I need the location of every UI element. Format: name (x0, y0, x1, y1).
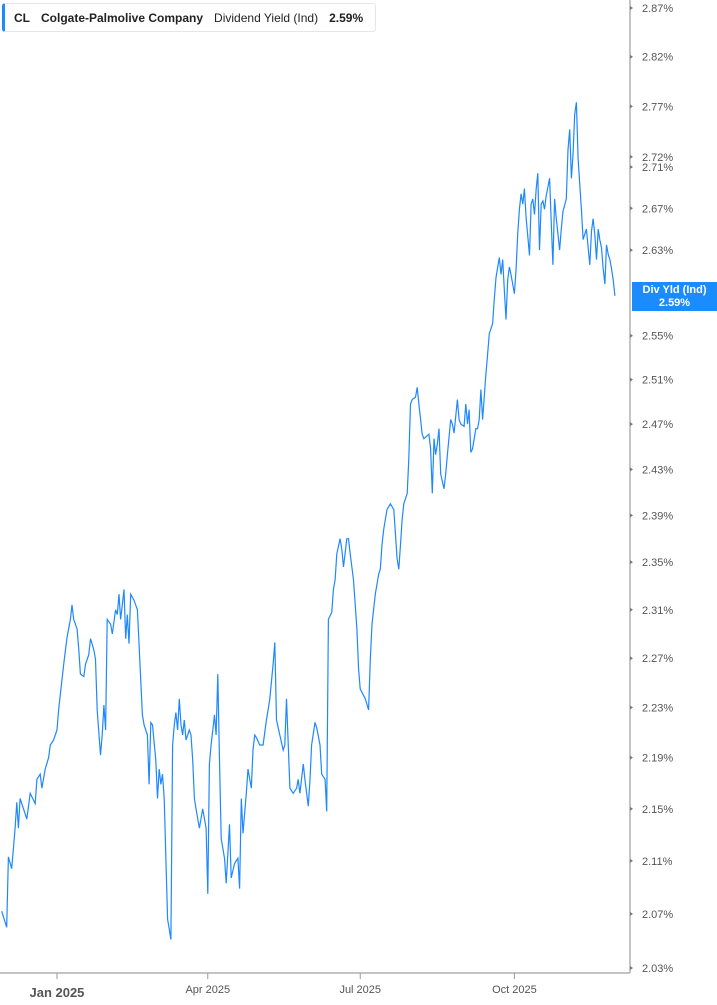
y-tick-label: 2.82% (642, 52, 673, 64)
y-tick-mark (630, 806, 633, 811)
y-tick-label: 2.51% (642, 375, 673, 387)
y-tick-mark (630, 422, 633, 427)
y-tick-mark (630, 154, 633, 159)
y-tick-mark (630, 911, 633, 916)
y-tick-mark (630, 607, 633, 612)
x-axis-ticks: Jan 2025 Apr 2025 Jul 2025 Oct 2025 (29, 973, 537, 1000)
y-tick-mark (630, 755, 633, 760)
last-value-label: Div Yld (Ind) 2.59% (632, 282, 717, 311)
x-tick-label: Oct 2025 (492, 984, 537, 996)
legend-ticker: CL (14, 10, 30, 25)
y-tick-mark (630, 165, 633, 170)
y-tick-mark (630, 333, 633, 338)
y-tick-mark (630, 966, 633, 970)
y-tick-label: 2.87% (642, 3, 673, 15)
last-value-series-name: Div Yld (Ind) (642, 284, 707, 296)
y-tick-label: 2.72% (642, 152, 673, 164)
x-tick-label: Apr 2025 (185, 984, 230, 996)
y-tick-mark (630, 560, 633, 565)
chart-legend: CL Colgate-Palmolive Company Dividend Yi… (2, 3, 377, 32)
y-tick-label: 2.77% (642, 101, 673, 113)
y-tick-mark (630, 377, 633, 382)
y-tick-label: 2.67% (642, 203, 673, 215)
y-tick-mark (630, 705, 633, 710)
y-tick-label: 2.31% (642, 605, 673, 617)
y-tick-label: 2.35% (642, 557, 673, 569)
y-tick-mark (630, 206, 633, 211)
series-line-dividend-yield (1, 102, 616, 940)
y-tick-label: 2.55% (642, 331, 673, 343)
y-tick-mark (630, 104, 633, 109)
x-tick-label: Jan 2025 (29, 985, 84, 1000)
legend-value: 2.59% (329, 10, 364, 25)
y-tick-label: 2.47% (642, 419, 673, 431)
y-tick-mark (630, 467, 633, 472)
y-tick-label: 2.39% (642, 510, 673, 522)
y-tick-label: 2.23% (642, 702, 673, 714)
y-tick-mark (630, 858, 633, 863)
y-axis-ticks: 2.87% 2.82% 2.77% 2.72%2.71% 2.67% 2.63% 2.55%… (630, 3, 673, 975)
y-tick-label: 2.27% (642, 653, 673, 665)
y-tick-mark (630, 6, 633, 10)
y-tick-label: 2.71% (642, 162, 673, 174)
last-value-number: 2.59% (658, 297, 691, 309)
y-tick-mark (630, 248, 633, 253)
y-tick-label: 2.43% (642, 464, 673, 476)
y-tick-mark (630, 656, 633, 661)
y-tick-label: 2.03% (642, 963, 673, 975)
y-tick-label: 2.07% (642, 909, 673, 921)
y-tick-mark (630, 54, 633, 59)
legend-company: Colgate-Palmolive Company (41, 10, 204, 25)
y-tick-label: 2.63% (642, 245, 673, 257)
series-layer (1, 102, 616, 940)
y-tick-label: 2.19% (642, 753, 673, 765)
y-tick-label: 2.11% (642, 856, 673, 868)
y-tick-mark (630, 513, 633, 518)
x-tick-label: Jul 2025 (339, 984, 381, 996)
y-tick-label: 2.15% (642, 804, 673, 816)
legend-metric: Dividend Yield (Ind) (214, 10, 319, 25)
